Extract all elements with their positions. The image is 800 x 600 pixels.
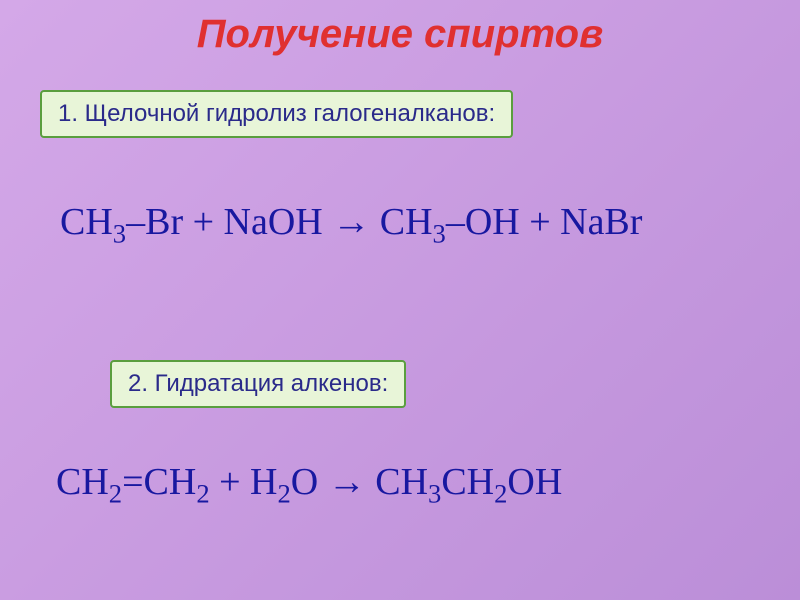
equation-1: CH3–Br + NaOH → CH3–OH + NaBr	[60, 200, 642, 244]
eq-text: + H	[210, 461, 278, 503]
eq-sub: 2	[109, 479, 122, 509]
eq-text: =CH	[122, 461, 196, 503]
eq-sub: 3	[428, 479, 441, 509]
eq-text: O	[291, 461, 328, 503]
eq-text: CH	[370, 201, 432, 243]
eq-text: OH	[507, 461, 562, 503]
eq-text: CH	[60, 201, 113, 243]
eq-sub: 3	[113, 219, 126, 249]
slide-title: Получение спиртов	[0, 0, 800, 57]
section-1-box: 1. Щелочной гидролиз галогеналканов:	[40, 90, 513, 138]
eq-text: –Br + NaOH	[126, 201, 332, 243]
arrow-icon: →	[328, 461, 366, 503]
eq-text: –OH + NaBr	[446, 201, 643, 243]
eq-sub: 3	[433, 219, 446, 249]
eq-sub: 2	[277, 479, 290, 509]
arrow-icon: →	[332, 201, 370, 243]
eq-sub: 2	[494, 479, 507, 509]
eq-text: CH	[441, 461, 494, 503]
section-2-box: 2. Гидратация алкенов:	[110, 360, 406, 408]
eq-text: CH	[366, 461, 428, 503]
equation-2: CH2=CH2 + H2O → CH3CH2OH	[56, 460, 562, 504]
eq-text: CH	[56, 461, 109, 503]
eq-sub: 2	[196, 479, 209, 509]
